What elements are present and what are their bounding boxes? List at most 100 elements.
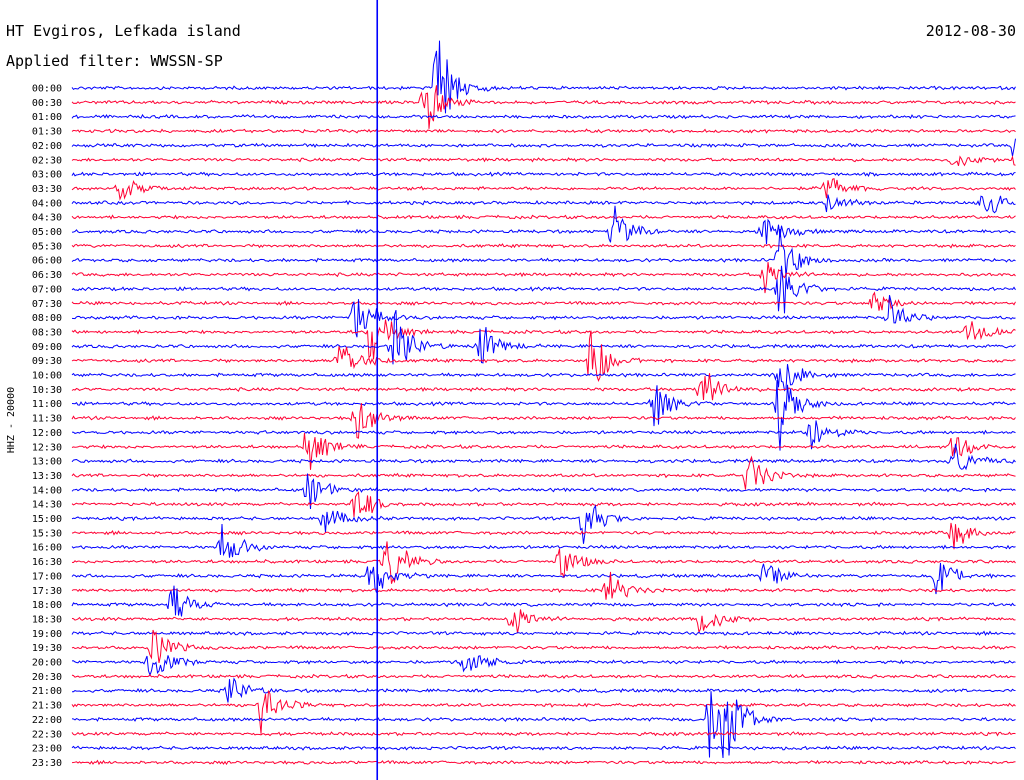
trace-row [71,443,1016,471]
time-tick-label: 16:00 [32,543,62,554]
time-tick-label: 16:30 [32,557,62,568]
trace-row [71,128,1016,134]
time-tick-label: 12:00 [32,428,62,439]
time-tick-label: 02:30 [32,155,62,166]
trace-row [71,155,1016,167]
time-tick-label: 11:30 [32,414,62,425]
channel-label: HHZ - 20000 [6,387,17,453]
trace-row [71,243,1016,249]
trace-row [71,655,1016,677]
filter-label: Applied filter: WWSSN-SP [6,52,223,70]
trace-row [71,585,1016,617]
time-tick-label: 19:00 [32,629,62,640]
trace-row [71,432,1016,470]
trace-row [71,171,1016,177]
trace-row [71,473,1016,510]
time-tick-label: 10:30 [32,385,62,396]
time-tick-label: 23:00 [32,744,62,755]
trace-row [71,113,1016,120]
trace-row [71,262,1016,294]
trace-row [71,629,1016,663]
time-tick-label: 14:00 [32,485,62,496]
time-tick-label: 09:30 [32,356,62,367]
trace-row [71,40,1016,114]
trace-row [71,85,1016,129]
station-title: HT Evgiros, Lefkada island [6,22,241,40]
time-tick-label: 07:00 [32,284,62,295]
time-tick-label: 10:00 [32,371,62,382]
time-tick-label: 09:00 [32,342,62,353]
seismic-traces [71,40,1016,766]
trace-row [71,541,1016,584]
trace-row [71,690,1016,734]
trace-row [71,562,1016,595]
trace-row [71,523,1016,558]
date-label: 2012-08-30 [926,22,1016,40]
trace-row [71,373,1016,401]
time-tick-label: 01:30 [32,127,62,138]
time-tick-label: 21:30 [32,701,62,712]
time-tick-label: 03:30 [32,184,62,195]
time-tick-label: 11:00 [32,399,62,410]
time-tick-label: 13:00 [32,457,62,468]
trace-row [71,630,1016,636]
trace-row [71,380,1016,451]
time-tick-label: 15:30 [32,528,62,539]
time-tick-label: 17:30 [32,586,62,597]
time-tick-label: 18:30 [32,614,62,625]
time-tick-label: 17:00 [32,571,62,582]
time-tick-label: 05:00 [32,227,62,238]
time-tick-label: 19:30 [32,643,62,654]
time-tick-label: 03:00 [32,170,62,181]
trace-row [71,609,1016,634]
time-tick-label: 06:00 [32,256,62,267]
trace-row [71,364,1016,392]
trace-row [71,214,1016,220]
time-tick-label: 20:00 [32,658,62,669]
time-tick-label: 00:30 [32,98,62,109]
trace-row [71,205,1016,245]
time-tick-label: 00:00 [32,84,62,95]
trace-row [71,759,1016,766]
trace-row [71,178,1016,201]
time-tick-label: 21:00 [32,686,62,697]
trace-row [71,330,1016,382]
trace-row [71,403,1016,439]
trace-row [71,294,1016,338]
time-tick-label: 14:30 [32,500,62,511]
trace-row [71,265,1016,314]
time-tick-label: 07:30 [32,299,62,310]
time-tick-labels: 00:00 00:30 01:00 01:30 02:00 02:30 03:00 03:30… [32,84,62,769]
trace-row [71,319,1016,360]
trace-row [71,522,1016,550]
trace-row [71,730,1016,737]
time-tick-label: 13:30 [32,471,62,482]
trace-row [72,677,1016,703]
trace-row [71,504,1016,544]
trace-row [71,228,1016,278]
trace-row [71,673,1016,679]
trace-row [71,420,1016,450]
time-tick-label: 18:00 [32,600,62,611]
time-tick-label: 05:30 [32,241,62,252]
time-tick-label: 12:30 [32,442,62,453]
trace-row [71,745,1016,751]
trace-row [71,455,1016,490]
time-tick-label: 23:30 [32,758,62,769]
trace-row [71,310,1016,365]
trace-row [71,138,1016,157]
trace-row [71,291,1016,311]
time-tick-label: 04:00 [32,198,62,209]
time-tick-label: 01:00 [32,112,62,123]
time-tick-label: 06:30 [32,270,62,281]
trace-row [71,571,1016,600]
trace-row [71,491,1016,518]
trace-row [71,194,1016,214]
trace-row [71,691,1016,759]
time-tick-label: 22:00 [32,715,62,726]
time-tick-label: 15:00 [32,514,62,525]
time-tick-label: 22:30 [32,729,62,740]
time-tick-label: 20:30 [32,672,62,683]
time-tick-label: 04:30 [32,213,62,224]
